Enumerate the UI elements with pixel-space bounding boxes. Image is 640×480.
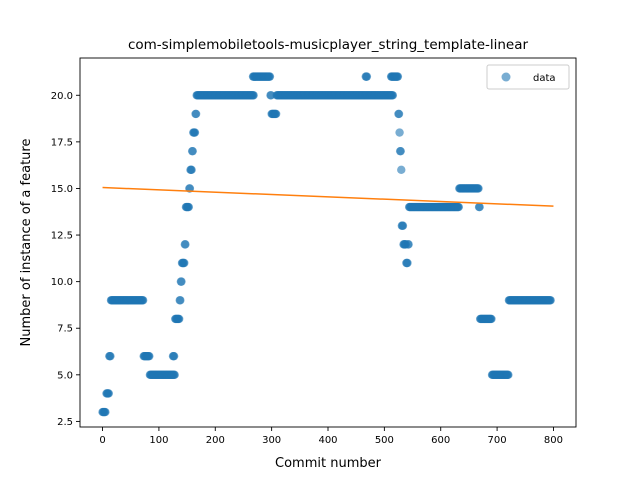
data-point (176, 296, 185, 305)
y-tick-label: 15.0 (51, 184, 73, 195)
data-point (398, 221, 408, 230)
data-point (362, 72, 372, 81)
data-series (98, 72, 555, 417)
y-tick-label: 10.0 (51, 277, 73, 288)
data-point (249, 91, 258, 100)
data-point (395, 128, 404, 137)
fit-line (102, 186, 554, 207)
chart-title: com-simplemobiletools-musicplayer_string… (128, 37, 529, 53)
plot-area: 0 100 200 300 400 500 600 700 800 2.5 5.0 7.5 10.0 12… (51, 57, 577, 446)
data-point (180, 258, 189, 268)
y-tick-label: 17.5 (51, 137, 73, 148)
data-point (403, 258, 412, 268)
data-point (271, 109, 281, 119)
data-point (265, 72, 275, 81)
data-point (190, 128, 200, 137)
data-point (169, 351, 179, 361)
legend-entry-data: data (533, 73, 556, 84)
data-point (388, 91, 398, 100)
data-point (184, 202, 193, 212)
data-point (504, 370, 513, 380)
data-point (396, 146, 405, 156)
data-point (181, 240, 190, 249)
x-tick-label: 0 (99, 435, 105, 446)
data-point (394, 109, 404, 119)
data-point (188, 146, 197, 156)
x-tick-label: 100 (149, 435, 168, 446)
data-point (187, 165, 196, 175)
data-point (104, 389, 113, 398)
x-tick-label: 700 (488, 435, 507, 446)
y-axis-label: Number of instance of a feature (19, 139, 34, 347)
data-point (175, 314, 184, 324)
data-point (106, 351, 115, 361)
data-point (138, 296, 148, 305)
x-tick-label: 600 (431, 435, 450, 446)
y-tick-label: 7.5 (57, 324, 73, 335)
legend: data (486, 64, 570, 90)
legend-marker (501, 72, 511, 82)
data-point (546, 296, 555, 305)
data-point (454, 202, 463, 212)
x-tick-label: 200 (206, 435, 225, 446)
x-tick-label: 400 (318, 435, 337, 446)
data-point (474, 184, 483, 193)
x-tick-label: 800 (544, 435, 563, 446)
legend-box (486, 64, 570, 90)
y-tick-label: 5.0 (57, 370, 73, 381)
x-tick-label: 300 (262, 435, 281, 446)
data-point (404, 240, 413, 249)
y-tick-label: 20.0 (51, 91, 73, 102)
x-tick-label: 500 (375, 435, 394, 446)
data-point (191, 109, 201, 119)
data-point (101, 407, 110, 417)
data-point (475, 202, 484, 212)
data-point (145, 351, 154, 361)
data-point (393, 72, 403, 81)
data-point (397, 165, 406, 175)
y-tick-label: 2.5 (57, 417, 73, 428)
y-tick-label: 12.5 (51, 231, 73, 242)
data-point (170, 370, 179, 380)
x-axis-label: Commit number (275, 456, 382, 471)
data-point (177, 277, 186, 286)
data-point (487, 314, 496, 324)
